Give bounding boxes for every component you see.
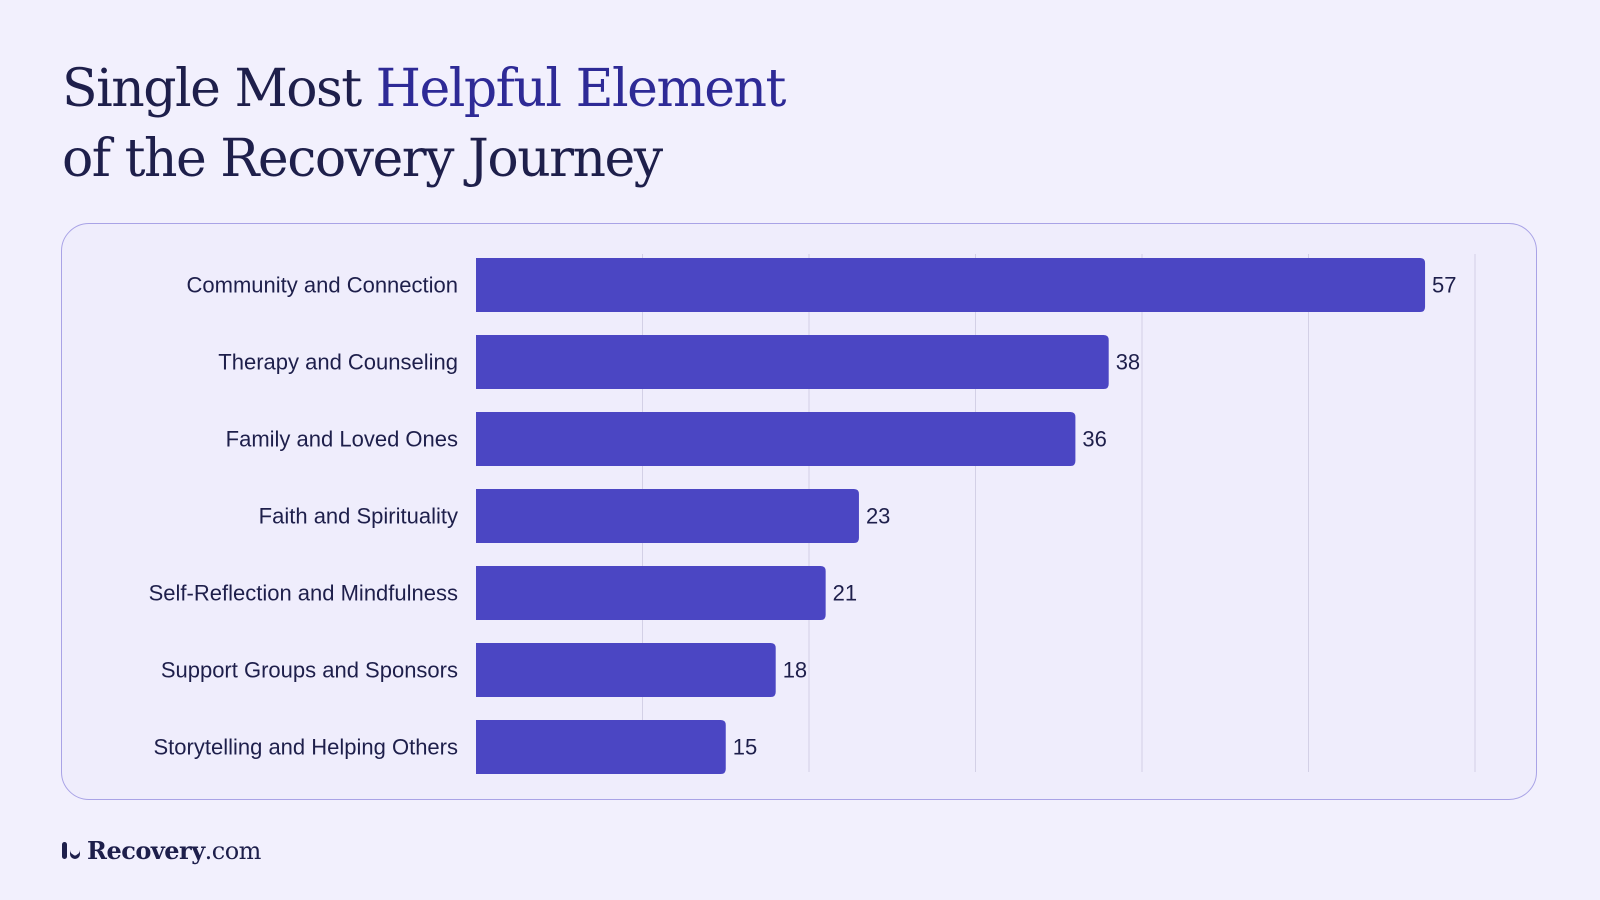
bar xyxy=(476,643,776,697)
category-label: Support Groups and Sponsors xyxy=(161,658,458,683)
brand-name-main: Recovery xyxy=(87,836,205,865)
data-label: 23 xyxy=(866,504,890,529)
recovery-logo-icon xyxy=(62,841,80,859)
category-label: Storytelling and Helping Others xyxy=(154,735,459,760)
data-label: 15 xyxy=(733,735,757,760)
data-label: 38 xyxy=(1116,350,1140,375)
brand-logo: Recovery.com xyxy=(61,836,261,865)
chart-card: Community and Connection 57 Therapy and Co… xyxy=(61,223,1537,800)
bar-chart: Community and Connection 57 Therapy and Co… xyxy=(149,254,1476,774)
category-label: Therapy and Counseling xyxy=(218,350,458,375)
page-title: Single Most Helpful Element of the Recove… xyxy=(62,54,787,194)
data-label: 36 xyxy=(1082,427,1106,452)
bar xyxy=(476,720,726,774)
bar xyxy=(476,335,1109,389)
title-part1: Single Most xyxy=(62,59,376,119)
data-label: 18 xyxy=(783,658,807,683)
bar xyxy=(476,258,1426,312)
bar xyxy=(476,566,826,620)
data-label: 21 xyxy=(833,581,857,606)
bar xyxy=(476,489,859,543)
category-label: Family and Loved Ones xyxy=(226,427,458,452)
category-label: Community and Connection xyxy=(187,273,458,298)
brand-name: Recovery.com xyxy=(87,836,261,865)
bar xyxy=(476,412,1076,466)
category-label: Faith and Spirituality xyxy=(259,504,458,529)
data-label: 57 xyxy=(1432,273,1456,298)
title-accent: Helpful Element xyxy=(375,59,787,119)
brand-name-suffix: .com xyxy=(204,837,262,865)
title-line2: of the Recovery Journey xyxy=(62,129,663,189)
category-label: Self-Reflection and Mindfulness xyxy=(149,581,458,606)
